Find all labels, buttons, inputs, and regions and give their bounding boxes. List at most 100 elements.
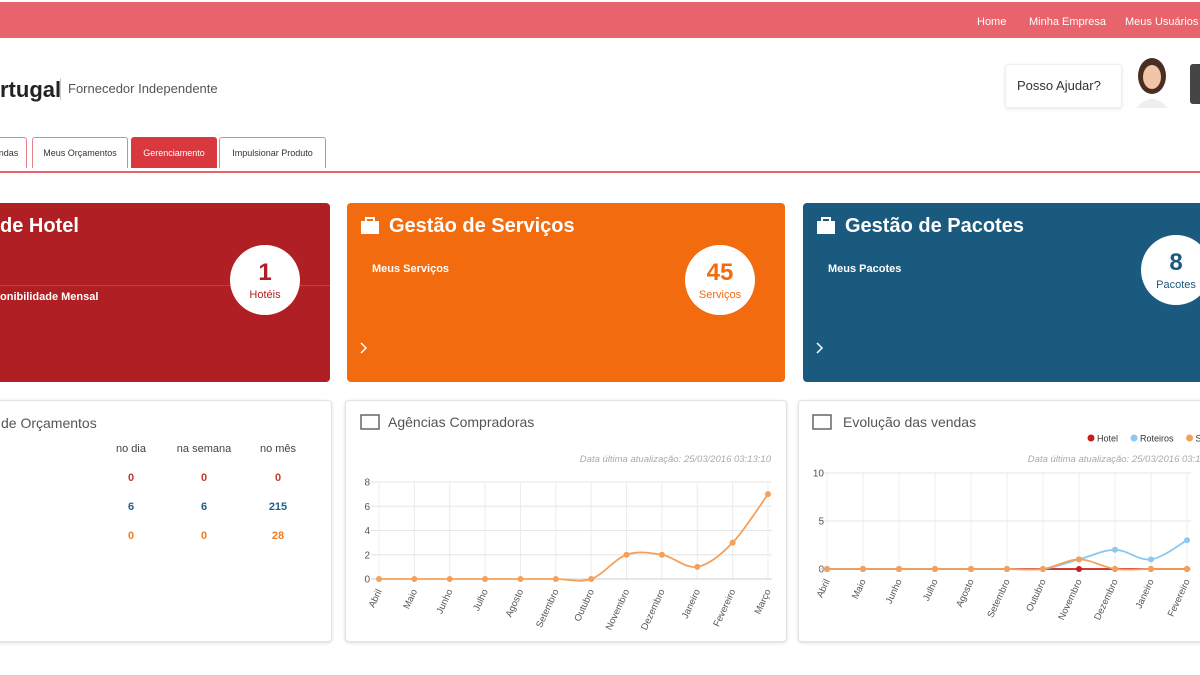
data-point xyxy=(588,576,595,582)
legend-marker xyxy=(1087,434,1095,442)
x-tick-label: Janeiro xyxy=(1134,578,1157,611)
panel-title: Evolução das vendas xyxy=(843,414,976,430)
tab-active[interactable]: Gerenciamento xyxy=(131,137,217,168)
y-tick-label: 6 xyxy=(364,502,370,513)
tab[interactable]: ndas xyxy=(0,137,27,168)
count: 1 xyxy=(258,259,272,286)
help-text: Posso Ajudar? xyxy=(1017,78,1101,93)
data-point xyxy=(446,576,453,582)
data-point xyxy=(765,491,771,498)
card-title: Gestão de Serviços xyxy=(389,215,575,237)
x-tick-label: Dezembro xyxy=(639,588,667,632)
nav-link[interactable]: Home xyxy=(977,16,1007,28)
x-tick-label: Janeiro xyxy=(680,588,703,621)
legend-label: Hotel xyxy=(1097,434,1118,444)
data-point xyxy=(1004,566,1010,572)
top-bar: Home Minha Empresa Meus Usuários xyxy=(0,2,1200,38)
count-label: Serviços xyxy=(698,289,742,301)
table-value: 6 xyxy=(200,501,208,513)
x-tick-label: Junho xyxy=(884,578,905,606)
x-tick-label: Fevereiro xyxy=(711,588,738,629)
chart: Evolução das vendas Data última atualizaç… xyxy=(812,414,1200,622)
tab[interactable]: Impulsionar Produto xyxy=(219,137,326,168)
card-title: de Hotel xyxy=(0,215,79,237)
legend-label: Roteiros xyxy=(1140,434,1174,444)
company-subtitle: Fornecedor Independente xyxy=(68,81,218,96)
y-tick-label: 8 xyxy=(364,478,370,489)
data-point xyxy=(1112,566,1118,572)
card-title: Gestão de Pacotes xyxy=(845,215,1024,237)
chevron[interactable] xyxy=(815,342,825,354)
count-circle: 45 Serviços xyxy=(685,245,755,315)
panel-icon xyxy=(360,414,380,430)
x-tick-label: Fevereiro xyxy=(1166,578,1193,619)
separator xyxy=(60,78,61,100)
chart-panel: Agências Compradoras Data última atualiza… xyxy=(345,400,787,642)
x-tick-label: Maio xyxy=(850,578,869,601)
count-label: Pacotes xyxy=(1156,279,1196,291)
chevron[interactable] xyxy=(359,342,369,354)
y-tick-label: 10 xyxy=(813,469,825,480)
data-point xyxy=(1112,546,1118,553)
data-point xyxy=(517,576,524,582)
avatar xyxy=(1136,58,1168,108)
x-tick-label: Novembro xyxy=(1056,578,1084,622)
tab-underline xyxy=(0,171,1200,173)
y-tick-label: 2 xyxy=(364,550,370,561)
data-point xyxy=(1184,566,1190,572)
x-tick-label: Outubro xyxy=(572,588,596,624)
panel-title: de Orçamentos xyxy=(1,415,97,431)
legend-marker xyxy=(1186,434,1194,442)
table-value: 0 xyxy=(127,472,135,484)
data-point xyxy=(860,566,866,572)
budget-panel: de Orçamentos no dia na semana no mês 0 0 0 6 6… xyxy=(0,400,332,642)
card[interactable]: Gestão de Serviços Meus Serviços 45 Servi… xyxy=(347,203,785,382)
nav-link[interactable]: Meus Usuários xyxy=(1125,16,1199,28)
data-point xyxy=(411,576,418,582)
data-point xyxy=(623,551,630,558)
data-point xyxy=(896,566,902,572)
count-circle: 1 Hotéis xyxy=(230,245,300,315)
x-tick-label: Junho xyxy=(435,588,456,616)
count-circle: 8 Pacotes xyxy=(1141,235,1200,305)
card-subtitle: Meus Pacotes xyxy=(828,263,902,275)
x-tick-label: Julho xyxy=(921,578,941,603)
x-tick-label: Julho xyxy=(471,588,491,613)
data-point xyxy=(932,566,938,572)
count-label: Hotéis xyxy=(249,289,281,301)
column-header: na semana xyxy=(176,443,232,455)
x-tick-label: Setembro xyxy=(534,588,561,630)
x-tick-label: Abril xyxy=(367,588,385,610)
nav-link[interactable]: Minha Empresa xyxy=(1029,16,1107,28)
data-point xyxy=(729,539,736,546)
data-point xyxy=(1184,537,1190,544)
series-line xyxy=(379,493,769,582)
icon xyxy=(361,217,379,234)
count: 8 xyxy=(1169,249,1183,276)
card[interactable]: de Hotel onibilidade Mensal 1 Hotéis xyxy=(0,203,330,382)
card[interactable]: Gestão de Pacotes Meus Pacotes 8 Pacotes xyxy=(803,203,1200,382)
data-point xyxy=(658,551,665,558)
chart-panel: Evolução das vendas Data última atualizaç… xyxy=(798,400,1200,642)
y-tick-label: 0 xyxy=(818,565,824,576)
table-value: 0 xyxy=(127,530,135,542)
legend-label: Servi xyxy=(1196,434,1200,444)
data-point xyxy=(694,563,701,570)
help-box[interactable]: Posso Ajudar? xyxy=(1005,64,1122,108)
x-tick-label: Abril xyxy=(815,578,833,600)
company-name: rtugal xyxy=(0,77,62,102)
chart-subtitle: Data última atualização: 25/03/2016 03:1… xyxy=(580,454,772,465)
card-subtitle: onibilidade Mensal xyxy=(0,291,99,303)
table-value: 0 xyxy=(200,530,208,542)
x-tick-label: Agosto xyxy=(504,588,526,619)
menu-button[interactable] xyxy=(1190,64,1200,104)
x-tick-label: Setembro xyxy=(985,578,1012,620)
data-point xyxy=(552,576,559,582)
card-subtitle: Meus Serviços xyxy=(372,263,450,275)
data-point xyxy=(1040,566,1046,572)
divider xyxy=(0,285,330,286)
table-value: 0 xyxy=(274,472,282,484)
chart: Agências Compradoras Data última atualiza… xyxy=(360,414,774,632)
tab[interactable]: Meus Orçamentos xyxy=(32,137,128,168)
